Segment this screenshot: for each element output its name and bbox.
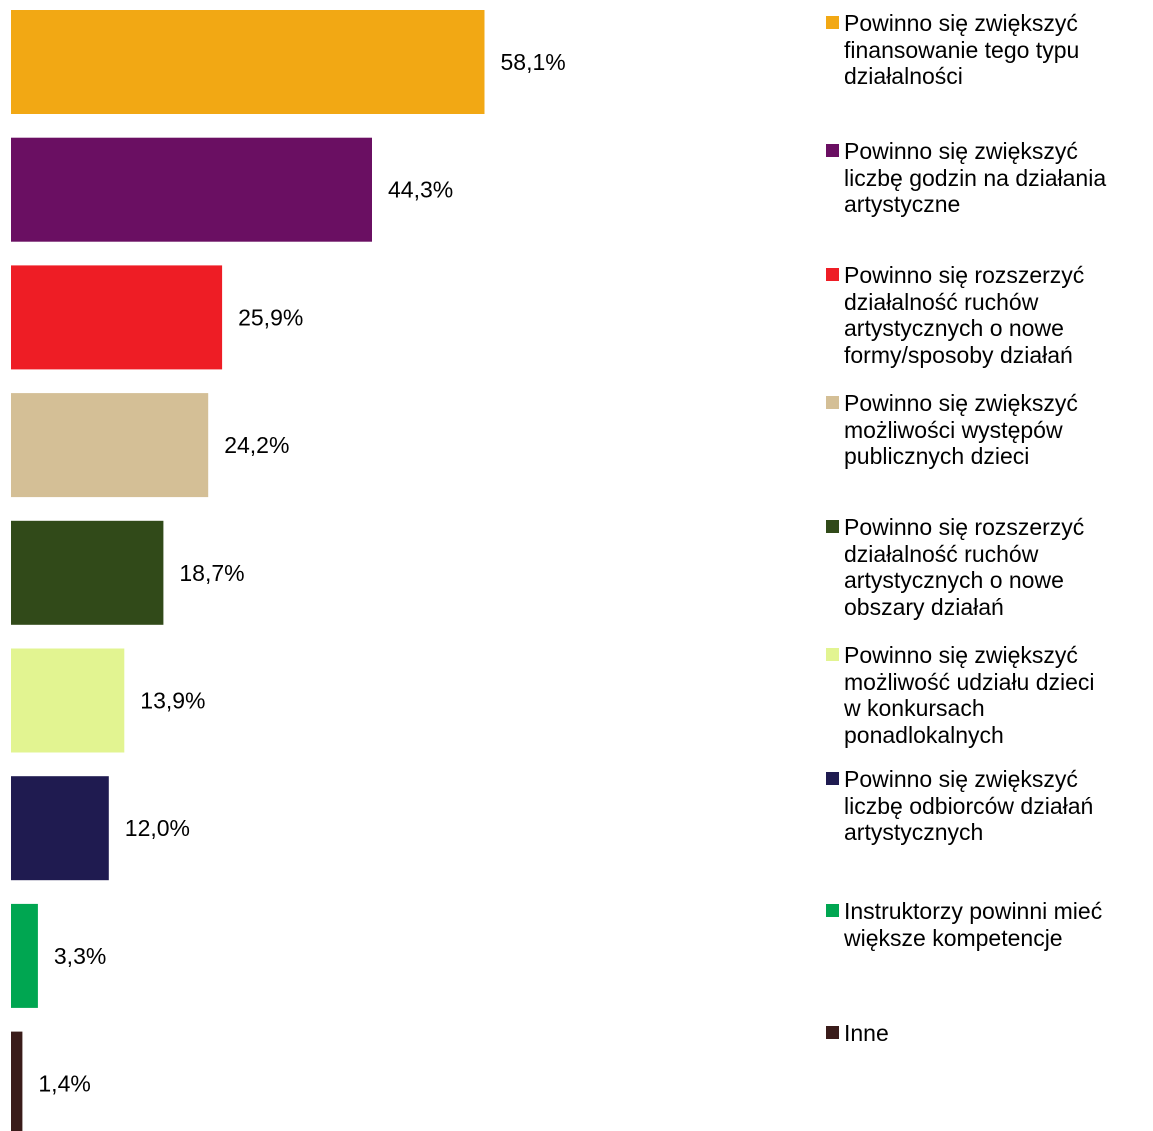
legend-swatch-1 [826, 16, 839, 29]
data-label-6: 13,9% [140, 688, 205, 714]
legend: Powinno się zwiększyć finansowanie tego … [826, 0, 1153, 1131]
legend-label-9: Inne [844, 1020, 889, 1046]
data-label-4: 24,2% [224, 432, 289, 458]
data-label-8: 3,3% [54, 943, 106, 969]
data-label-2: 44,3% [388, 177, 453, 203]
data-label-3: 25,9% [238, 304, 303, 330]
legend-label-6: Powinno się zwiększyć możliwość udziału … [844, 642, 1095, 748]
legend-swatch-9 [826, 1026, 839, 1039]
legend-swatch-3 [826, 268, 839, 281]
legend-label-2: Powinno się zwiększyć liczbę godzin na d… [844, 138, 1107, 217]
data-label-5: 18,7% [179, 560, 244, 586]
data-label-9: 1,4% [38, 1071, 90, 1097]
legend-label-3: Powinno się rozszerzyć działalność ruchó… [844, 262, 1085, 368]
legend-label-4: Powinno się zwiększyć możliwości występó… [844, 390, 1078, 469]
bar-6 [11, 648, 125, 753]
legend-label-7: Powinno się zwiększyć liczbę odbiorców d… [844, 766, 1094, 845]
bar-chart: 58,1% 44,3% 25,9% 24,2% 18,7% 13,9% 12,0% 3,3% 1… [11, 10, 566, 1131]
bar-7 [11, 776, 109, 881]
bar-1 [11, 10, 485, 114]
bar-4 [11, 393, 209, 498]
legend-label-1: Powinno się zwiększyć finansowanie tego … [844, 10, 1080, 89]
bar-9 [11, 1031, 23, 1131]
bar-2 [11, 137, 372, 242]
data-label-7: 12,0% [125, 815, 190, 841]
bar-3 [11, 265, 223, 370]
legend-label-5: Powinno się rozszerzyć działalność ruchó… [844, 514, 1085, 620]
bar-8 [11, 903, 38, 1008]
legend-swatch-4 [826, 396, 839, 409]
bar-5 [11, 520, 164, 625]
legend-swatch-8 [826, 904, 839, 917]
legend-swatch-6 [826, 648, 839, 661]
legend-swatch-5 [826, 520, 839, 533]
legend-swatch-7 [826, 772, 839, 785]
data-label-1: 58,1% [501, 49, 566, 75]
legend-swatch-2 [826, 144, 839, 157]
legend-label-8: Instruktorzy powinni mieć większe kompet… [844, 898, 1103, 951]
